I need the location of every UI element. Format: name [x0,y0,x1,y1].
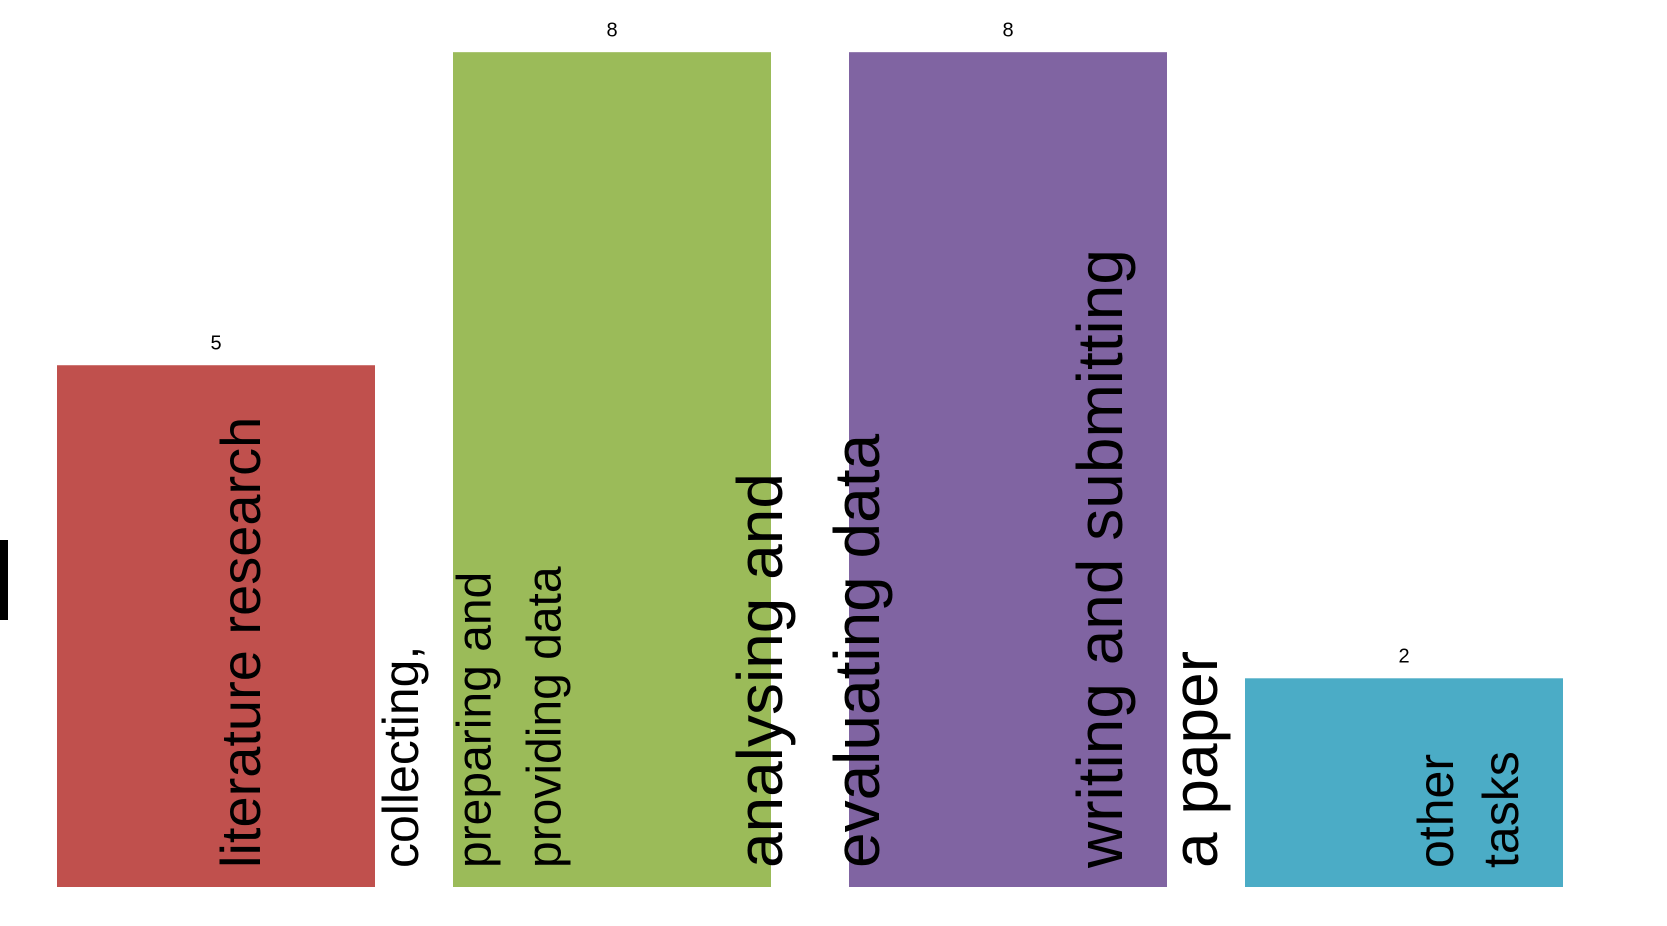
data-label: 8 [1002,19,1013,41]
data-label: 5 [210,333,221,355]
category-label: literature research [209,417,272,868]
category-label: a paper [1159,651,1231,868]
category-label: analysing and [724,473,796,868]
category-label: collecting, [373,646,429,868]
data-label: 8 [606,19,617,41]
bar [1245,678,1563,887]
bar [849,52,1167,888]
bar [57,365,375,887]
bar [453,52,771,888]
category-label: providing data [519,566,572,868]
category-label: preparing and [449,572,502,868]
cut-off-glyph [0,540,8,620]
category-label: tasks [1473,751,1529,868]
category-label: evaluating data [821,433,893,868]
category-label: writing and submitting [1064,249,1136,869]
data-label: 2 [1398,646,1409,668]
category-label: other [1408,754,1464,868]
